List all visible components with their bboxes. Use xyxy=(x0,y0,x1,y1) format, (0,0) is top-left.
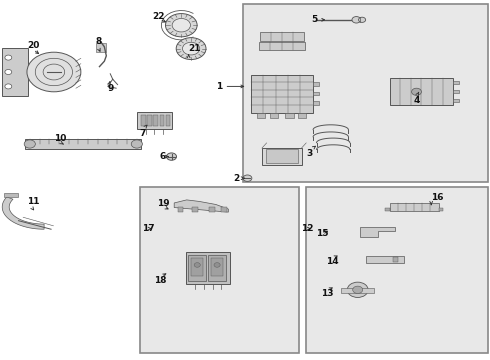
Circle shape xyxy=(359,17,366,22)
Circle shape xyxy=(352,17,361,23)
Bar xyxy=(177,207,183,212)
Text: 8: 8 xyxy=(96,37,102,46)
Bar xyxy=(341,288,374,293)
Bar xyxy=(186,252,230,284)
Circle shape xyxy=(412,88,421,95)
Bar xyxy=(160,115,164,126)
Text: 7: 7 xyxy=(140,129,146,138)
Bar xyxy=(4,193,19,197)
Circle shape xyxy=(172,18,191,32)
Text: 20: 20 xyxy=(27,40,39,49)
Bar xyxy=(260,32,304,41)
Bar xyxy=(390,78,453,105)
Bar xyxy=(306,187,488,353)
Bar xyxy=(259,42,305,50)
Bar xyxy=(262,148,301,165)
Circle shape xyxy=(166,14,197,37)
Text: 19: 19 xyxy=(157,199,170,208)
Polygon shape xyxy=(174,200,228,212)
Bar xyxy=(209,207,215,212)
Bar xyxy=(96,43,106,52)
Bar xyxy=(251,75,313,112)
Bar xyxy=(141,115,146,126)
Circle shape xyxy=(27,52,81,92)
Circle shape xyxy=(353,286,363,293)
Text: 21: 21 xyxy=(189,44,201,53)
Circle shape xyxy=(43,64,65,80)
Bar xyxy=(266,149,298,163)
Bar xyxy=(208,255,226,280)
Text: 9: 9 xyxy=(108,84,114,93)
Bar xyxy=(313,101,319,105)
Bar xyxy=(188,255,206,280)
Text: 6: 6 xyxy=(159,152,166,161)
Bar xyxy=(453,99,459,102)
Text: 10: 10 xyxy=(54,134,66,143)
Text: 11: 11 xyxy=(27,197,40,206)
Bar xyxy=(192,207,198,212)
Bar xyxy=(285,112,294,118)
Circle shape xyxy=(35,58,73,86)
Text: 12: 12 xyxy=(301,224,314,233)
Bar xyxy=(166,115,170,126)
Text: 13: 13 xyxy=(321,289,334,298)
Bar xyxy=(390,203,439,211)
Bar xyxy=(191,258,203,276)
Circle shape xyxy=(167,153,176,160)
Bar xyxy=(393,257,398,262)
Bar xyxy=(257,112,265,118)
Text: 1: 1 xyxy=(216,82,222,91)
Bar xyxy=(270,112,278,118)
Text: 18: 18 xyxy=(154,276,167,285)
Circle shape xyxy=(131,140,143,148)
Circle shape xyxy=(182,42,200,55)
Bar xyxy=(439,208,443,211)
Bar xyxy=(140,187,299,353)
Bar xyxy=(298,112,306,118)
Text: 22: 22 xyxy=(152,12,165,21)
Bar xyxy=(313,82,319,86)
Text: 3: 3 xyxy=(306,149,313,158)
Bar xyxy=(221,207,227,212)
Circle shape xyxy=(5,84,12,89)
Text: 4: 4 xyxy=(414,96,420,105)
Bar xyxy=(385,208,390,211)
Polygon shape xyxy=(2,197,44,229)
Bar xyxy=(313,92,319,95)
Circle shape xyxy=(24,140,35,148)
Bar xyxy=(453,81,459,84)
Circle shape xyxy=(194,263,200,267)
Bar xyxy=(367,256,404,263)
Circle shape xyxy=(5,55,12,60)
Text: 17: 17 xyxy=(142,224,155,233)
Text: 16: 16 xyxy=(431,194,444,202)
Text: 5: 5 xyxy=(311,15,318,24)
Bar xyxy=(453,90,459,93)
Bar xyxy=(137,112,172,129)
Circle shape xyxy=(243,175,252,181)
Circle shape xyxy=(214,263,220,267)
Bar xyxy=(211,258,223,276)
Circle shape xyxy=(347,282,368,297)
Bar xyxy=(25,139,142,149)
Polygon shape xyxy=(360,228,395,237)
Circle shape xyxy=(176,38,206,59)
Bar xyxy=(2,48,28,96)
Text: 2: 2 xyxy=(233,174,239,183)
Bar xyxy=(153,115,158,126)
Text: 15: 15 xyxy=(316,230,329,239)
Bar xyxy=(147,115,152,126)
Circle shape xyxy=(5,69,12,75)
Bar xyxy=(243,4,488,182)
Text: 14: 14 xyxy=(326,256,339,265)
